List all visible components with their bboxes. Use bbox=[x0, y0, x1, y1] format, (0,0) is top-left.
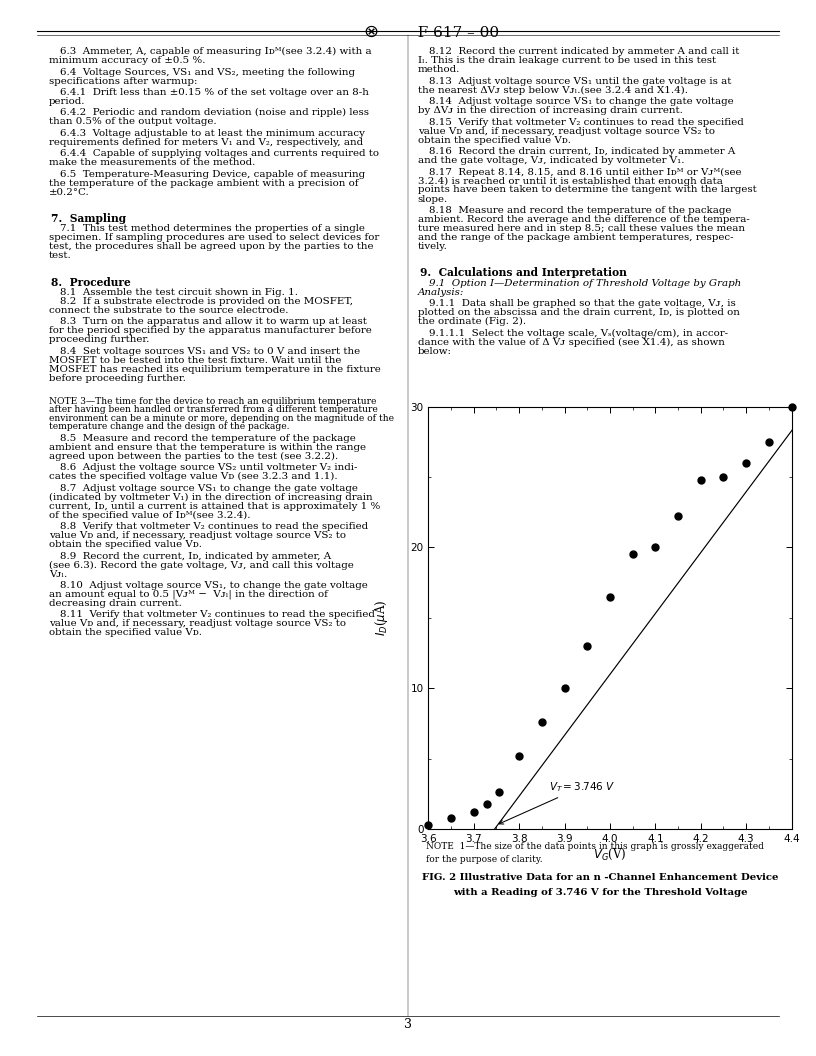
Text: value Vᴅ and, if necessary, readjust voltage source VS₂ to: value Vᴅ and, if necessary, readjust vol… bbox=[49, 620, 346, 628]
Text: 8.11  Verify that voltmeter V₂ continues to read the specified: 8.11 Verify that voltmeter V₂ continues … bbox=[60, 610, 375, 620]
Text: agreed upon between the parties to the test (see 3.2.2).: agreed upon between the parties to the t… bbox=[49, 452, 338, 460]
Text: ±0.2°C.: ±0.2°C. bbox=[49, 188, 90, 196]
Text: 8.10  Adjust voltage source VS₁, to change the gate voltage: 8.10 Adjust voltage source VS₁, to chang… bbox=[60, 581, 368, 590]
Text: period.: period. bbox=[49, 97, 86, 106]
Text: specifications after warmup:: specifications after warmup: bbox=[49, 77, 197, 86]
Text: 9.1.1  Data shall be graphed so that the gate voltage, Vᴊ, is: 9.1.1 Data shall be graphed so that the … bbox=[429, 299, 736, 308]
Text: temperature change and the design of the package.: temperature change and the design of the… bbox=[49, 422, 290, 431]
Text: an amount equal to 0.5 |Vᴊᴹ −  Vᴊₗ| in the direction of: an amount equal to 0.5 |Vᴊᴹ − Vᴊₗ| in th… bbox=[49, 590, 328, 600]
Text: below:: below: bbox=[418, 346, 452, 356]
Text: $I_D$($\mu$A): $I_D$($\mu$A) bbox=[373, 600, 390, 636]
Text: environment can be a minute or more, depending on the magnitude of the: environment can be a minute or more, dep… bbox=[49, 414, 394, 422]
Text: method.: method. bbox=[418, 65, 460, 74]
Text: 8.6  Adjust the voltage source VS₂ until voltmeter V₂ indi-: 8.6 Adjust the voltage source VS₂ until … bbox=[60, 464, 358, 472]
Text: 8.17  Repeat 8.14, 8.15, and 8.16 until either Iᴅᴹ or Vᴊᴹ(see: 8.17 Repeat 8.14, 8.15, and 8.16 until e… bbox=[429, 168, 742, 176]
Text: F 617 – 00: F 617 – 00 bbox=[408, 25, 499, 40]
Text: make the measurements of the method.: make the measurements of the method. bbox=[49, 158, 255, 167]
Text: for the purpose of clarity.: for the purpose of clarity. bbox=[426, 855, 543, 865]
Text: decreasing drain current.: decreasing drain current. bbox=[49, 599, 182, 608]
Text: 3: 3 bbox=[404, 1018, 412, 1031]
Text: connect the substrate to the source electrode.: connect the substrate to the source elec… bbox=[49, 306, 289, 315]
Text: value Vᴅ and, if necessary, readjust voltage source VS₂ to: value Vᴅ and, if necessary, readjust vol… bbox=[418, 127, 715, 135]
Text: test, the procedures shall be agreed upon by the parties to the: test, the procedures shall be agreed upo… bbox=[49, 242, 374, 251]
Text: NOTE  1—The size of the data points in this graph is grossly exaggerated: NOTE 1—The size of the data points in th… bbox=[426, 842, 764, 851]
Text: before proceeding further.: before proceeding further. bbox=[49, 374, 186, 383]
Text: 8.8  Verify that voltmeter V₂ continues to read the specified: 8.8 Verify that voltmeter V₂ continues t… bbox=[60, 522, 369, 531]
Text: 6.4  Voltage Sources, VS₁ and VS₂, meeting the following: 6.4 Voltage Sources, VS₁ and VS₂, meetin… bbox=[60, 68, 356, 77]
Text: 6.4.4  Capable of supplying voltages and currents required to: 6.4.4 Capable of supplying voltages and … bbox=[60, 149, 379, 158]
Text: 8.12  Record the current indicated by ammeter A and call it: 8.12 Record the current indicated by amm… bbox=[429, 46, 739, 56]
Text: obtain the specified value Vᴅ.: obtain the specified value Vᴅ. bbox=[49, 540, 202, 549]
Text: 8.  Procedure: 8. Procedure bbox=[51, 277, 131, 287]
Text: the temperature of the package ambient with a precision of: the temperature of the package ambient w… bbox=[49, 178, 358, 188]
Text: obtain the specified value Vᴅ.: obtain the specified value Vᴅ. bbox=[418, 135, 571, 145]
Text: $V_T = 3.746\ V$: $V_T = 3.746\ V$ bbox=[499, 780, 615, 824]
Text: 8.5  Measure and record the temperature of the package: 8.5 Measure and record the temperature o… bbox=[60, 434, 356, 442]
Text: 7.1  This test method determines the properties of a single: 7.1 This test method determines the prop… bbox=[60, 224, 366, 233]
Text: minimum accuracy of ±0.5 %.: minimum accuracy of ±0.5 %. bbox=[49, 56, 206, 65]
Text: 9.1  Option I—Determination of Threshold Voltage by Graph: 9.1 Option I—Determination of Threshold … bbox=[429, 279, 742, 287]
Text: test.: test. bbox=[49, 251, 72, 261]
Text: Analysis:: Analysis: bbox=[418, 287, 464, 297]
Text: (see 6.3). Record the gate voltage, Vᴊ, and call this voltage: (see 6.3). Record the gate voltage, Vᴊ, … bbox=[49, 561, 353, 569]
Text: 8.15  Verify that voltmeter V₂ continues to read the specified: 8.15 Verify that voltmeter V₂ continues … bbox=[429, 117, 744, 127]
Text: FIG. 2 Illustrative Data for an n -Channel Enhancement Device: FIG. 2 Illustrative Data for an n -Chann… bbox=[423, 873, 778, 883]
Text: Vᴊₗ.: Vᴊₗ. bbox=[49, 569, 67, 579]
Text: of the specified value of Iᴅᴹ(see 3.2.4).: of the specified value of Iᴅᴹ(see 3.2.4)… bbox=[49, 511, 251, 520]
Text: ambient. Record the average and the difference of the tempera-: ambient. Record the average and the diff… bbox=[418, 214, 750, 224]
Text: 8.18  Measure and record the temperature of the package: 8.18 Measure and record the temperature … bbox=[429, 206, 732, 215]
Text: 3.2.4) is reached or until it is established that enough data: 3.2.4) is reached or until it is establi… bbox=[418, 176, 723, 186]
Text: 8.4  Set voltage sources VS₁ and VS₂ to 0 V and insert the: 8.4 Set voltage sources VS₁ and VS₂ to 0… bbox=[60, 346, 361, 356]
Text: 8.14  Adjust voltage source VS₁ to change the gate voltage: 8.14 Adjust voltage source VS₁ to change… bbox=[429, 97, 734, 107]
Text: NOTE 3—The time for the device to reach an equilibrium temperature: NOTE 3—The time for the device to reach … bbox=[49, 397, 376, 406]
Text: slope.: slope. bbox=[418, 194, 448, 204]
Text: and the range of the package ambient temperatures, respec-: and the range of the package ambient tem… bbox=[418, 233, 734, 242]
Text: ambient and ensure that the temperature is within the range: ambient and ensure that the temperature … bbox=[49, 442, 366, 452]
Text: specimen. If sampling procedures are used to select devices for: specimen. If sampling procedures are use… bbox=[49, 233, 379, 242]
Text: and the gate voltage, Vᴊ, indicated by voltmeter V₁.: and the gate voltage, Vᴊ, indicated by v… bbox=[418, 156, 685, 165]
Text: 6.4.1  Drift less than ±0.15 % of the set voltage over an 8-h: 6.4.1 Drift less than ±0.15 % of the set… bbox=[60, 88, 370, 97]
Text: MOSFET has reached its equilibrium temperature in the fixture: MOSFET has reached its equilibrium tempe… bbox=[49, 365, 381, 374]
Text: for the period specified by the apparatus manufacturer before: for the period specified by the apparatu… bbox=[49, 326, 372, 336]
Text: 7.  Sampling: 7. Sampling bbox=[51, 213, 126, 224]
Text: 6.4.3  Voltage adjustable to at least the minimum accuracy: 6.4.3 Voltage adjustable to at least the… bbox=[60, 129, 366, 138]
Text: the ordinate (Fig. 2).: the ordinate (Fig. 2). bbox=[418, 317, 526, 326]
Text: Iₗ. This is the drain leakage current to be used in this test: Iₗ. This is the drain leakage current to… bbox=[418, 56, 716, 65]
Text: cates the specified voltage value Vᴅ (see 3.2.3 and 1.1).: cates the specified voltage value Vᴅ (se… bbox=[49, 472, 338, 482]
Text: by ΔVᴊ in the direction of increasing drain current.: by ΔVᴊ in the direction of increasing dr… bbox=[418, 107, 683, 115]
Text: 8.1  Assemble the test circuit shown in Fig. 1.: 8.1 Assemble the test circuit shown in F… bbox=[60, 288, 299, 297]
Text: dance with the value of Δ Vᴊ specified (see X1.4), as shown: dance with the value of Δ Vᴊ specified (… bbox=[418, 338, 725, 346]
Text: requirements defined for meters V₁ and V₂, respectively, and: requirements defined for meters V₁ and V… bbox=[49, 137, 363, 147]
Text: MOSFET to be tested into the test fixture. Wait until the: MOSFET to be tested into the test fixtur… bbox=[49, 356, 341, 365]
Text: 8.2  If a substrate electrode is provided on the MOSFET,: 8.2 If a substrate electrode is provided… bbox=[60, 297, 353, 306]
Text: after having been handled or transferred from a different temperature: after having been handled or transferred… bbox=[49, 406, 378, 414]
Text: current, Iᴅ, until a current is attained that is approximately 1 %: current, Iᴅ, until a current is attained… bbox=[49, 502, 380, 511]
X-axis label: $V_G$(V): $V_G$(V) bbox=[593, 847, 627, 862]
Text: 6.4.2  Periodic and random deviation (noise and ripple) less: 6.4.2 Periodic and random deviation (noi… bbox=[60, 109, 370, 117]
Text: 8.9  Record the current, Iᴅ, indicated by ammeter, A: 8.9 Record the current, Iᴅ, indicated by… bbox=[60, 551, 331, 561]
Text: plotted on the abscissa and the drain current, Iᴅ, is plotted on: plotted on the abscissa and the drain cu… bbox=[418, 308, 739, 317]
Text: 8.3  Turn on the apparatus and allow it to warm up at least: 8.3 Turn on the apparatus and allow it t… bbox=[60, 318, 367, 326]
Text: proceeding further.: proceeding further. bbox=[49, 336, 149, 344]
Text: 9.  Calculations and Interpretation: 9. Calculations and Interpretation bbox=[420, 267, 628, 278]
Text: 8.13  Adjust voltage source VS₁ until the gate voltage is at: 8.13 Adjust voltage source VS₁ until the… bbox=[429, 77, 732, 86]
Text: 8.7  Adjust voltage source VS₁ to change the gate voltage: 8.7 Adjust voltage source VS₁ to change … bbox=[60, 484, 358, 493]
Text: the nearest ΔVᴊ step below Vᴊₗ.(see 3.2.4 and X1.4).: the nearest ΔVᴊ step below Vᴊₗ.(see 3.2.… bbox=[418, 86, 688, 95]
Text: obtain the specified value Vᴅ.: obtain the specified value Vᴅ. bbox=[49, 628, 202, 638]
Text: ture measured here and in step 8.5; call these values the mean: ture measured here and in step 8.5; call… bbox=[418, 224, 745, 233]
Text: 8.16  Record the drain current, Iᴅ, indicated by ammeter A: 8.16 Record the drain current, Iᴅ, indic… bbox=[429, 147, 735, 156]
Text: ⊗: ⊗ bbox=[364, 23, 379, 41]
Text: 9.1.1.1  Select the voltage scale, Vₛ(voltage/cm), in accor-: 9.1.1.1 Select the voltage scale, Vₛ(vol… bbox=[429, 328, 729, 338]
Text: tively.: tively. bbox=[418, 242, 448, 251]
Text: value Vᴅ and, if necessary, readjust voltage source VS₂ to: value Vᴅ and, if necessary, readjust vol… bbox=[49, 531, 346, 540]
Text: than 0.5% of the output voltage.: than 0.5% of the output voltage. bbox=[49, 117, 216, 127]
Text: 6.5  Temperature-Measuring Device, capable of measuring: 6.5 Temperature-Measuring Device, capabl… bbox=[60, 170, 366, 178]
Text: 6.3  Ammeter, A, capable of measuring Iᴅᴹ(see 3.2.4) with a: 6.3 Ammeter, A, capable of measuring Iᴅᴹ… bbox=[60, 46, 372, 56]
Text: points have been taken to determine the tangent with the largest: points have been taken to determine the … bbox=[418, 186, 756, 194]
Text: with a Reading of 3.746 V for the Threshold Voltage: with a Reading of 3.746 V for the Thresh… bbox=[453, 888, 748, 898]
Text: (indicated by voltmeter V₁) in the direction of increasing drain: (indicated by voltmeter V₁) in the direc… bbox=[49, 492, 373, 502]
